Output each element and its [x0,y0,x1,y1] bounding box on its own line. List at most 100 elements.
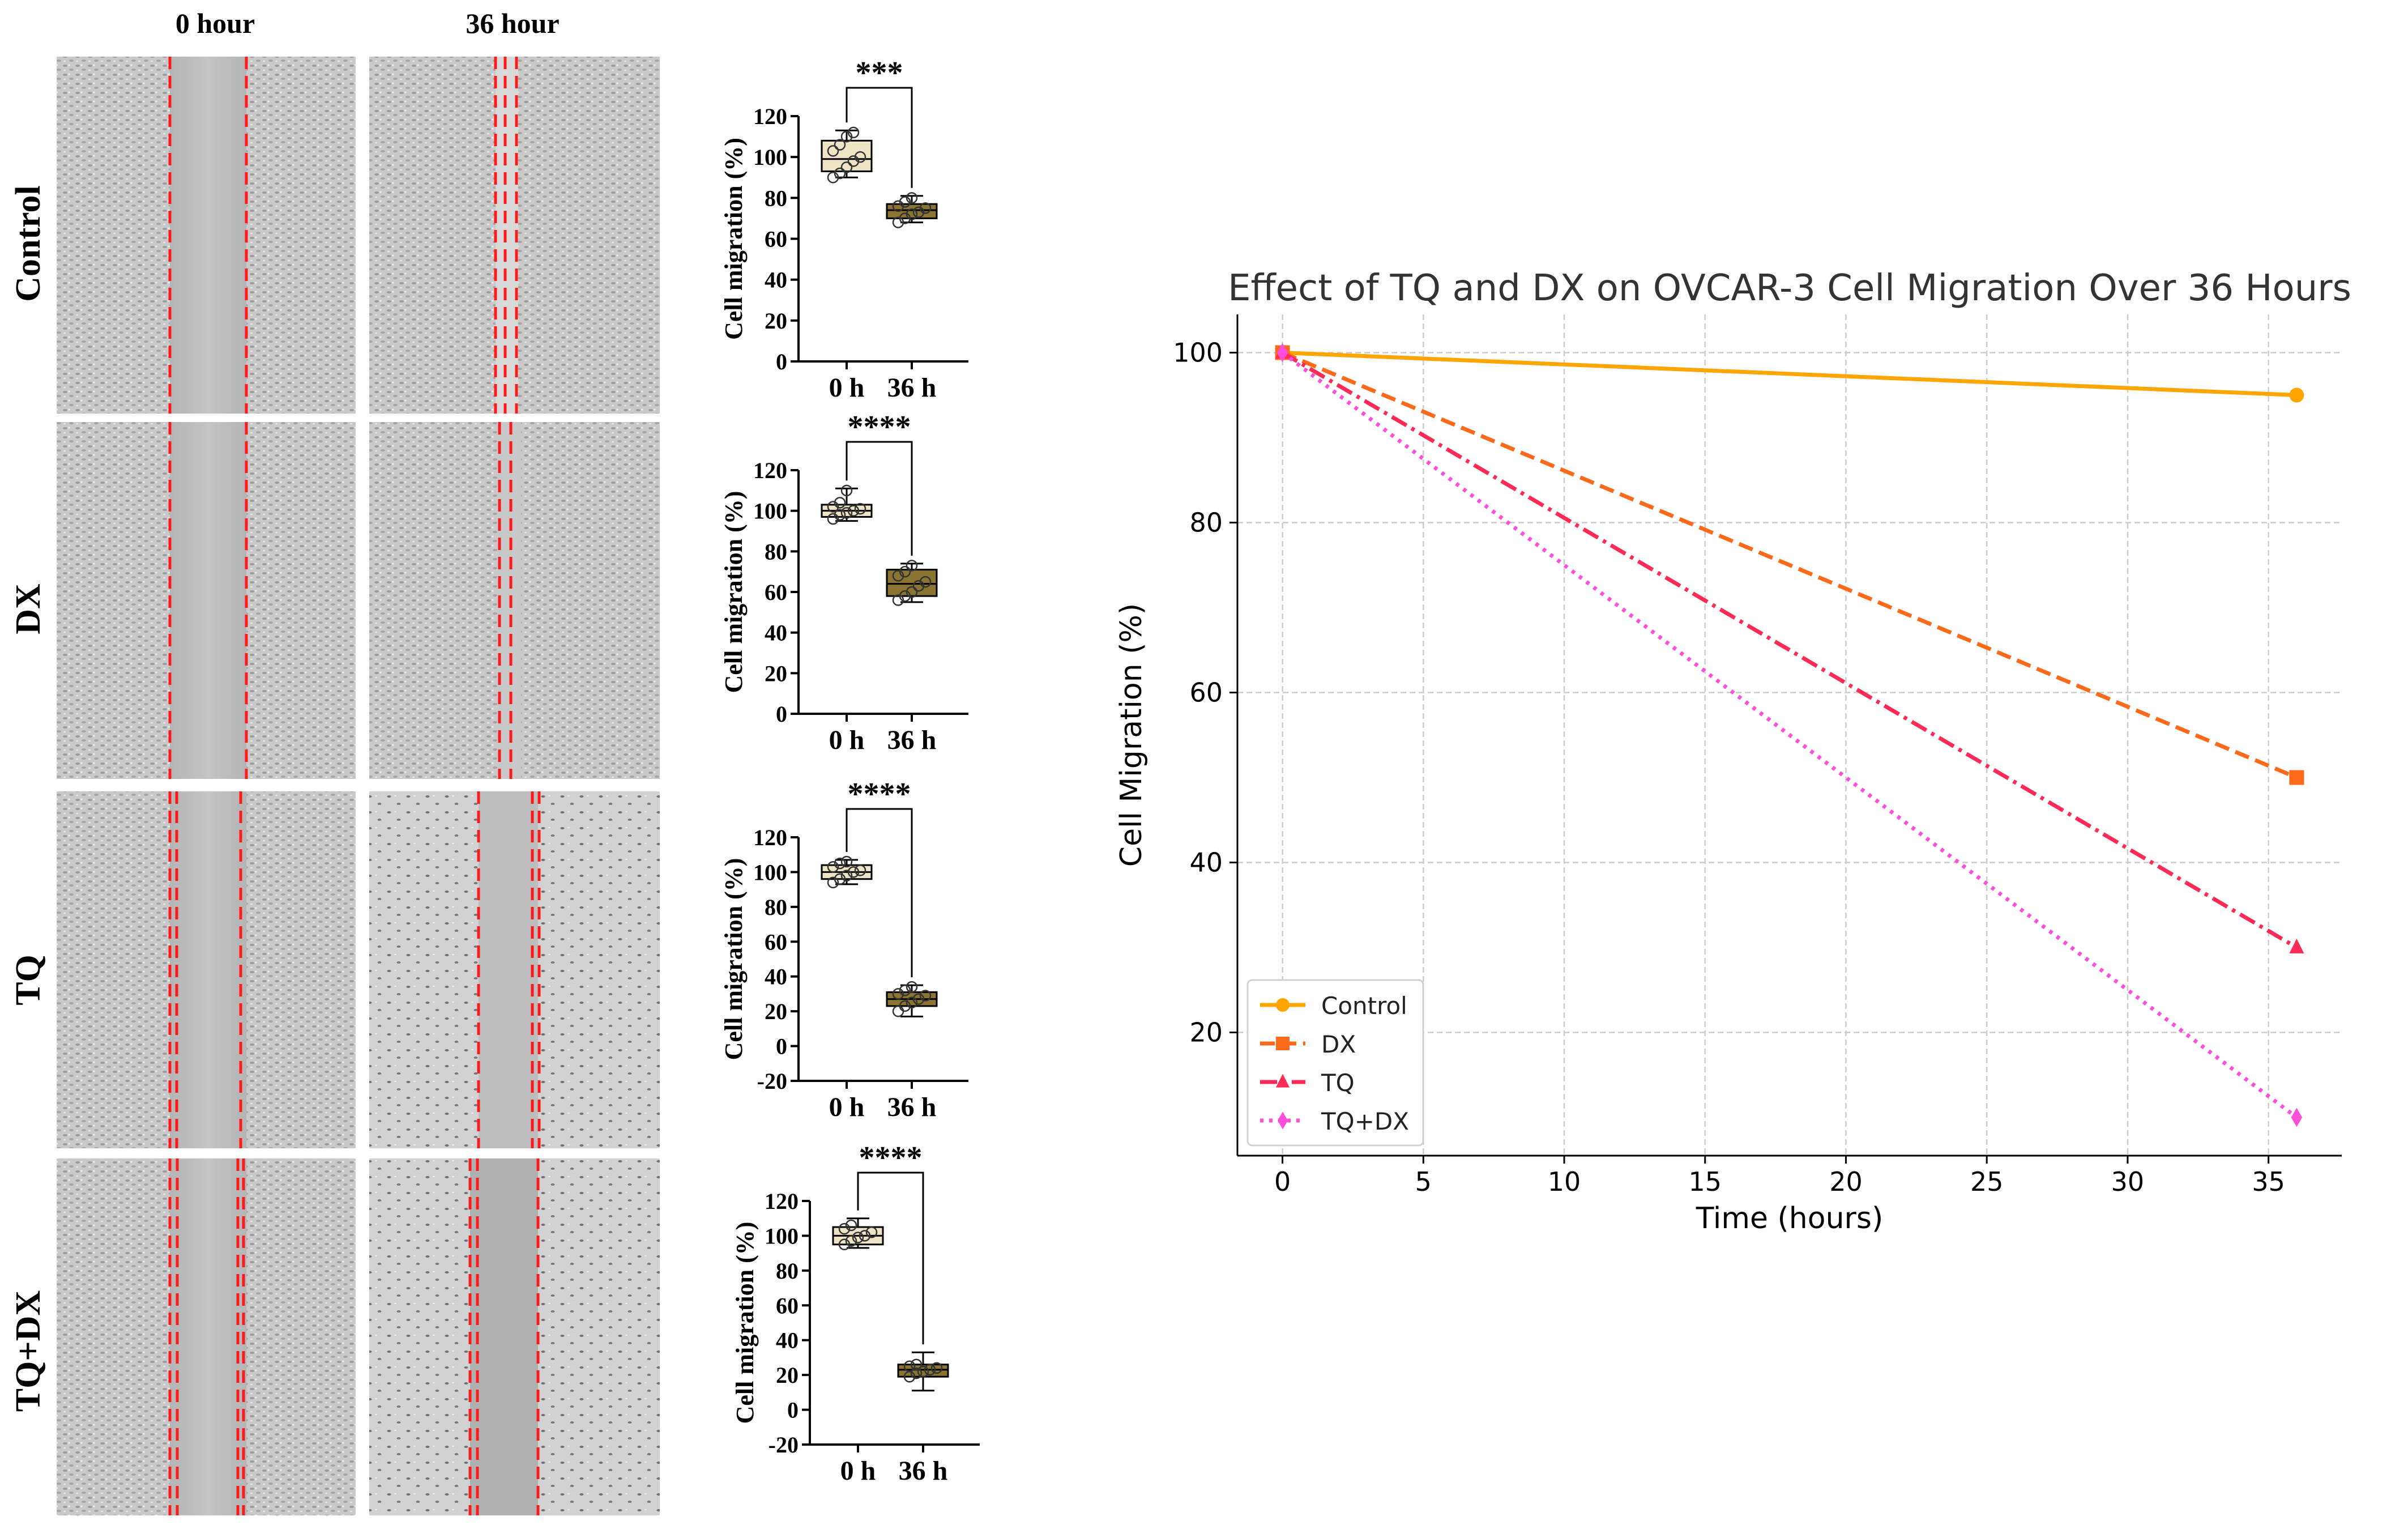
data-point [847,866,860,878]
data-point [892,570,904,582]
y-tick-label: 20 [1189,1017,1223,1048]
row-label-dx: DX [9,583,48,634]
x-tick-label: 0 [1274,1166,1291,1197]
y-tick-label: 40 [765,964,787,990]
series-tq-dx [1276,343,2303,1127]
data-point [919,576,932,588]
y-axis-label: Cell migration (%) [720,491,748,693]
data-point [912,993,925,1005]
data-point [834,167,846,180]
y-tick-label: -20 [768,1432,799,1458]
line-chart: Effect of TQ and DX on OVCAR-3 Cell Migr… [1115,267,2351,1236]
data-point [892,988,904,1000]
data-point [903,1360,916,1373]
chart-title: Effect of TQ and DX on OVCAR-3 Cell Migr… [1228,267,2351,309]
data-marker [2291,1107,2303,1127]
data-point [899,565,911,578]
data-point [827,501,839,513]
y-tick-label: 0 [776,701,787,727]
data-point [924,1364,936,1376]
x-tick-label: 30 [2111,1166,2145,1197]
y-tick-label: 40 [765,620,787,646]
legend-label: DX [1321,1030,1356,1058]
significance-label: **** [848,410,911,445]
y-tick-label: 80 [765,894,787,920]
data-point [854,864,866,876]
data-point [865,1226,878,1238]
box [886,203,938,219]
data-point [840,161,853,173]
data-point [899,1000,911,1012]
y-tick-label: 20 [765,661,787,686]
y-tick-label: 0 [787,1398,799,1423]
data-point [899,590,911,602]
legend-marker [1278,1111,1288,1130]
column-header-0-hour: 0 hour [176,7,255,39]
data-point [834,509,846,521]
data-marker [1276,343,1288,363]
data-point [906,586,918,598]
significance-bracket [857,1172,924,1345]
x-tick-label: 0 h [829,1092,865,1122]
legend-marker [1276,1037,1290,1050]
micrograph-dx-0h [57,422,356,779]
micrograph-tq-dx-36h [369,1158,660,1515]
data-point [912,580,925,592]
x-tick-label: 36 h [887,725,937,755]
legend-item: TQ+DX [1260,1107,1409,1135]
data-point [906,192,918,204]
y-tick-label: 100 [765,1223,799,1249]
significance-bracket [846,87,913,188]
micrograph-tq-0h [57,791,356,1148]
data-point [834,139,846,151]
data-point [899,985,911,996]
y-tick-label: 20 [765,308,787,334]
data-point [847,505,860,517]
y-tick-label: 40 [765,267,787,293]
box [886,569,938,597]
x-tick-label: 36 h [887,1092,937,1122]
x-tick-label: 15 [1688,1166,1722,1197]
significance-bracket [846,808,913,978]
data-point [906,981,918,993]
data-point [840,507,853,519]
y-tick-label: 100 [753,859,787,885]
micrograph-control-0h [57,57,356,414]
data-point [834,873,846,885]
column-header-36-hour: 36 hour [466,7,559,39]
y-tick-label: 60 [765,929,787,955]
row-label-control: Control [9,185,48,302]
data-point [906,208,918,220]
series-dx [1275,345,2304,785]
data-point [852,1232,864,1243]
data-point [919,990,932,1002]
legend-item: TQ [1260,1069,1355,1097]
data-point [910,1367,923,1379]
y-axis-label: Cell migration (%) [720,858,748,1060]
y-tick-label: 60 [1189,678,1223,708]
data-point [834,497,846,509]
data-point [827,513,839,525]
y-tick-label: 120 [753,458,787,483]
y-tick-label: 80 [776,1258,799,1284]
x-tick-label: 35 [2252,1166,2285,1197]
y-tick-label: 80 [1189,508,1223,538]
data-point [917,1365,929,1378]
legend-box [1246,979,1424,1147]
series-line [1281,351,2298,1119]
micrograph-dx-36h [369,422,660,779]
data-point [919,202,932,214]
x-tick-label: 36 h [887,373,937,403]
row-label-tq: TQ [9,955,48,1006]
data-point [827,861,839,873]
significance-label: *** [856,56,903,91]
y-tick-label: 60 [765,580,787,605]
x-tick-label: 0 h [829,725,865,755]
legend-marker [1276,1074,1290,1088]
legend-label: TQ+DX [1321,1107,1409,1135]
legend-item: DX [1260,1030,1356,1058]
data-point [892,594,904,606]
